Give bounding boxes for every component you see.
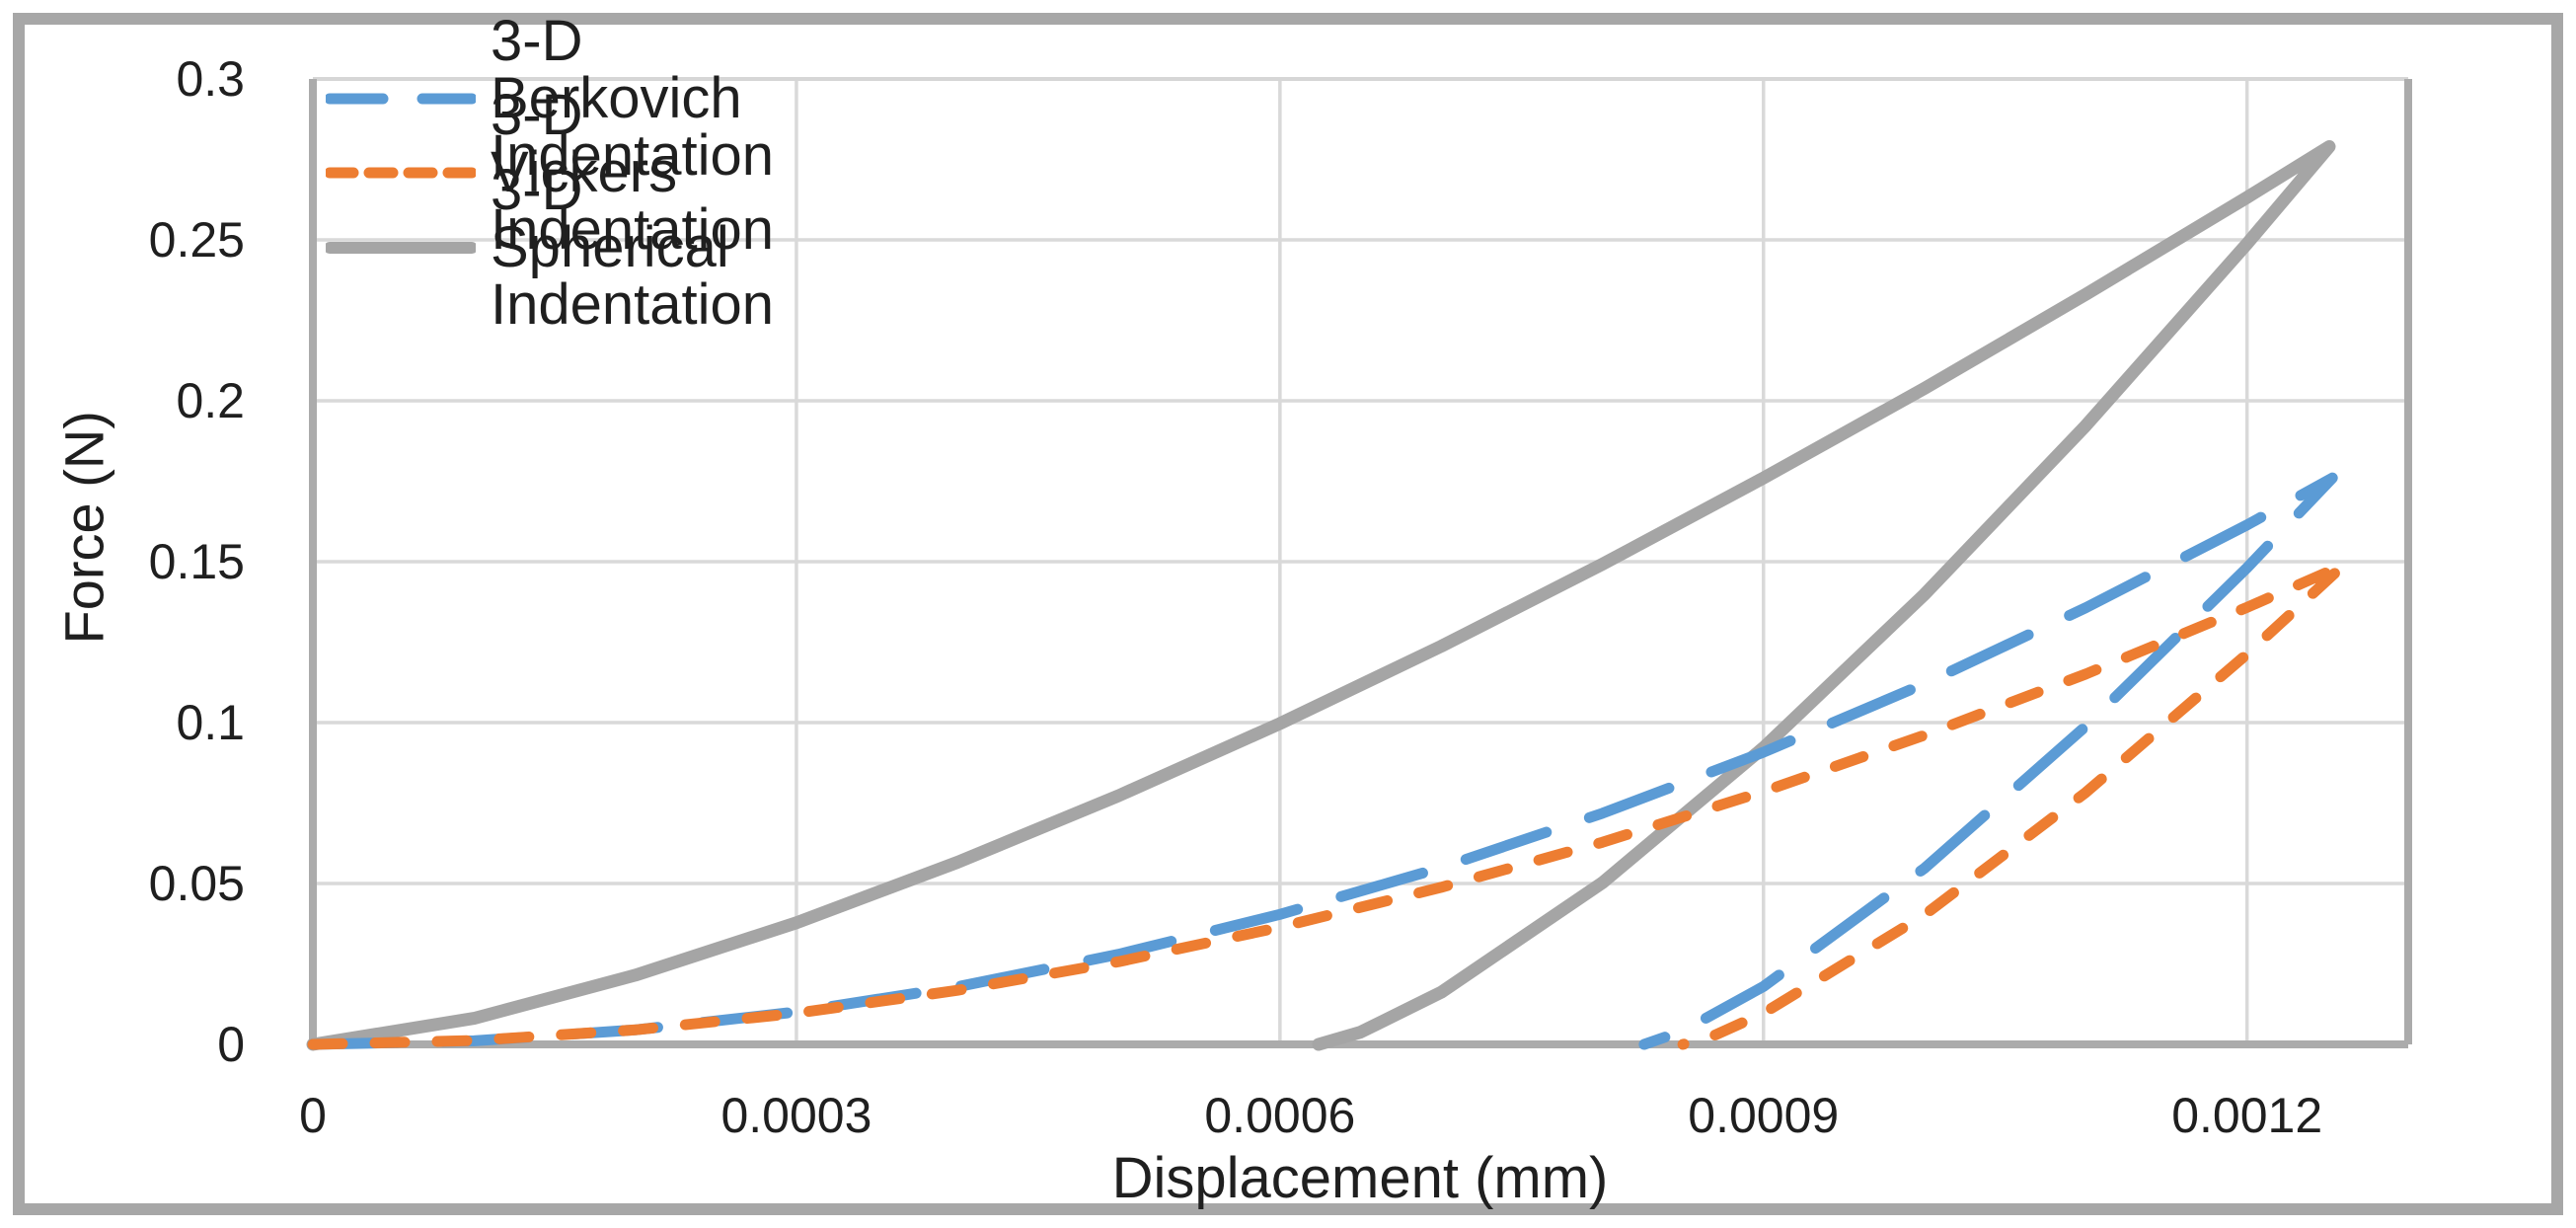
x-tick-label: 0 — [299, 1088, 327, 1143]
y-tick-label: 0.05 — [148, 856, 245, 911]
x-tick-label: 0.0003 — [720, 1088, 872, 1143]
x-tick-label: 0.0012 — [2171, 1088, 2323, 1143]
legend-label-spherical: 3-D Spherical Indentation — [491, 158, 775, 337]
y-tick-label: 0.1 — [176, 695, 245, 750]
x-axis-title: Displacement (mm) — [1111, 1146, 1609, 1210]
legend-line-sample-berkovich — [326, 93, 476, 105]
x-tick-label: 0.0006 — [1204, 1088, 1356, 1143]
x-tick-label: 0.0009 — [1688, 1088, 1840, 1143]
y-axis-title: Force (N) — [52, 411, 115, 645]
y-tick-label: 0 — [217, 1017, 245, 1072]
legend-line-sample-vickers — [326, 167, 476, 179]
legend-line-sample-spherical — [326, 242, 476, 254]
figure-border — [13, 13, 2563, 1215]
y-tick-label: 0.3 — [176, 51, 245, 107]
legend-item-berkovich: 3-D Berkovich Indentation — [326, 13, 774, 185]
series-curve-1 — [307, 559, 2350, 1050]
legend-label-berkovich: 3-D Berkovich Indentation — [491, 9, 775, 188]
legend-item-spherical: 3-D Spherical Indentation — [326, 162, 774, 334]
legend-item-vickers: 3-D Vickers Indentation — [326, 87, 774, 259]
y-tick-label: 0.15 — [148, 534, 245, 589]
series-curve-0 — [307, 472, 2338, 1050]
y-tick-label: 0.2 — [176, 373, 245, 428]
legend-label-vickers: 3-D Vickers Indentation — [491, 83, 775, 262]
y-tick-label: 0.25 — [148, 212, 245, 268]
